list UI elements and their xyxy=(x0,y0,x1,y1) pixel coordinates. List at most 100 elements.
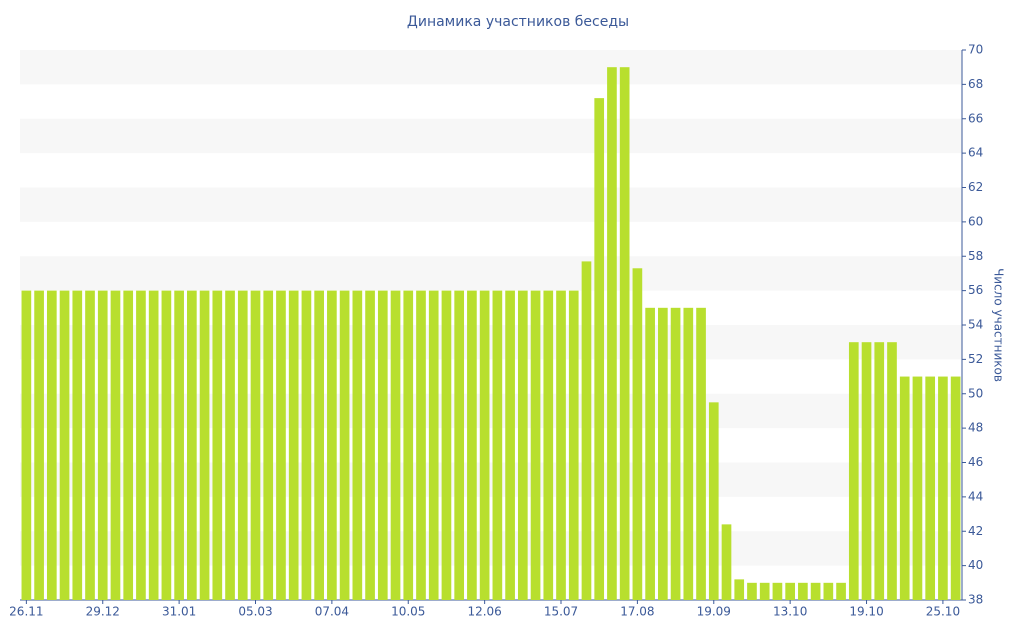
grid-band xyxy=(20,118,962,154)
y-tick-label: 38 xyxy=(968,593,983,607)
bar xyxy=(237,290,248,600)
bar xyxy=(543,290,554,600)
bar xyxy=(607,67,617,600)
y-tick-label: 54 xyxy=(968,318,983,332)
bar xyxy=(225,290,235,600)
bar xyxy=(517,290,528,600)
y-tick-label: 44 xyxy=(968,489,983,503)
bar xyxy=(339,290,350,600)
bar xyxy=(301,290,312,600)
bar xyxy=(479,290,490,600)
bar xyxy=(72,290,83,600)
bar xyxy=(97,290,108,600)
y-tick-label: 70 xyxy=(968,43,983,57)
bar xyxy=(798,582,808,600)
x-tick-label: 15.07 xyxy=(544,605,578,619)
bar xyxy=(467,290,477,600)
bar xyxy=(556,290,566,600)
bar xyxy=(810,582,821,600)
bar xyxy=(148,290,159,600)
x-tick-label: 07.04 xyxy=(315,605,349,619)
grid-band xyxy=(20,325,962,360)
bar xyxy=(925,376,936,600)
y-tick-label: 58 xyxy=(968,249,983,263)
bar xyxy=(658,307,668,600)
x-tick-label: 31.01 xyxy=(162,605,196,619)
y-tick-label: 50 xyxy=(968,386,983,400)
bar xyxy=(85,290,95,600)
bar xyxy=(441,290,452,600)
y-tick-label: 60 xyxy=(968,214,983,228)
x-tick-label: 19.10 xyxy=(849,605,883,619)
bar xyxy=(568,290,579,600)
bar xyxy=(708,402,719,600)
x-tick-label: 25.10 xyxy=(926,605,960,619)
bar xyxy=(670,307,681,600)
bar xyxy=(874,342,885,600)
bar xyxy=(136,290,146,600)
bar xyxy=(174,290,184,600)
bar xyxy=(21,290,32,600)
chart-title: Динамика участников беседы xyxy=(407,14,629,30)
y-tick-label: 68 xyxy=(968,77,983,91)
x-tick-label: 12.06 xyxy=(467,605,501,619)
bar xyxy=(912,376,923,600)
x-tick-label: 19.09 xyxy=(697,605,731,619)
bar xyxy=(632,268,643,600)
y-tick-label: 48 xyxy=(968,421,983,435)
grid-band xyxy=(20,187,962,222)
bar xyxy=(365,290,375,600)
bar xyxy=(696,307,706,600)
y-tick-label: 66 xyxy=(968,111,983,125)
bar xyxy=(747,582,757,600)
bar xyxy=(123,290,134,600)
bar xyxy=(772,582,783,600)
grid-band xyxy=(20,531,962,566)
bar xyxy=(187,290,197,600)
y-tick-label: 52 xyxy=(968,352,983,366)
y-tick-label: 40 xyxy=(968,558,983,572)
bar xyxy=(352,290,363,600)
bar xyxy=(619,67,630,600)
bar xyxy=(823,582,834,600)
bar xyxy=(403,290,414,600)
bar xyxy=(861,342,872,600)
y-tick-label: 42 xyxy=(968,524,983,538)
bar xyxy=(110,290,121,600)
bar xyxy=(505,290,515,600)
x-tick-label: 26.11 xyxy=(9,605,43,619)
bar xyxy=(46,290,57,600)
bar xyxy=(314,290,324,600)
y-tick-label: 62 xyxy=(968,180,983,194)
grid-band xyxy=(20,462,962,497)
bar xyxy=(645,307,655,600)
bar xyxy=(759,582,770,600)
x-tick-label: 10.05 xyxy=(391,605,425,619)
y-tick-label: 56 xyxy=(968,283,983,297)
bar xyxy=(416,290,426,600)
bar xyxy=(721,524,732,600)
bar xyxy=(390,290,401,600)
y-tick-label: 46 xyxy=(968,455,983,469)
bar xyxy=(428,290,439,600)
bar xyxy=(454,290,465,600)
bar xyxy=(199,290,210,600)
y-axis-label: Число участников xyxy=(992,268,1006,382)
x-tick-label: 29.12 xyxy=(86,605,120,619)
bar xyxy=(492,290,503,600)
bar xyxy=(938,376,948,600)
bar xyxy=(848,342,859,600)
bar xyxy=(288,290,299,600)
bar xyxy=(594,98,605,600)
bar xyxy=(836,582,846,600)
bar xyxy=(59,290,70,600)
bar xyxy=(263,290,274,600)
bar xyxy=(530,290,541,600)
x-tick-label: 05.03 xyxy=(238,605,272,619)
bar xyxy=(950,376,961,600)
bar xyxy=(887,342,897,600)
bar xyxy=(899,376,910,600)
x-tick-label: 17.08 xyxy=(620,605,654,619)
bar xyxy=(683,307,694,600)
